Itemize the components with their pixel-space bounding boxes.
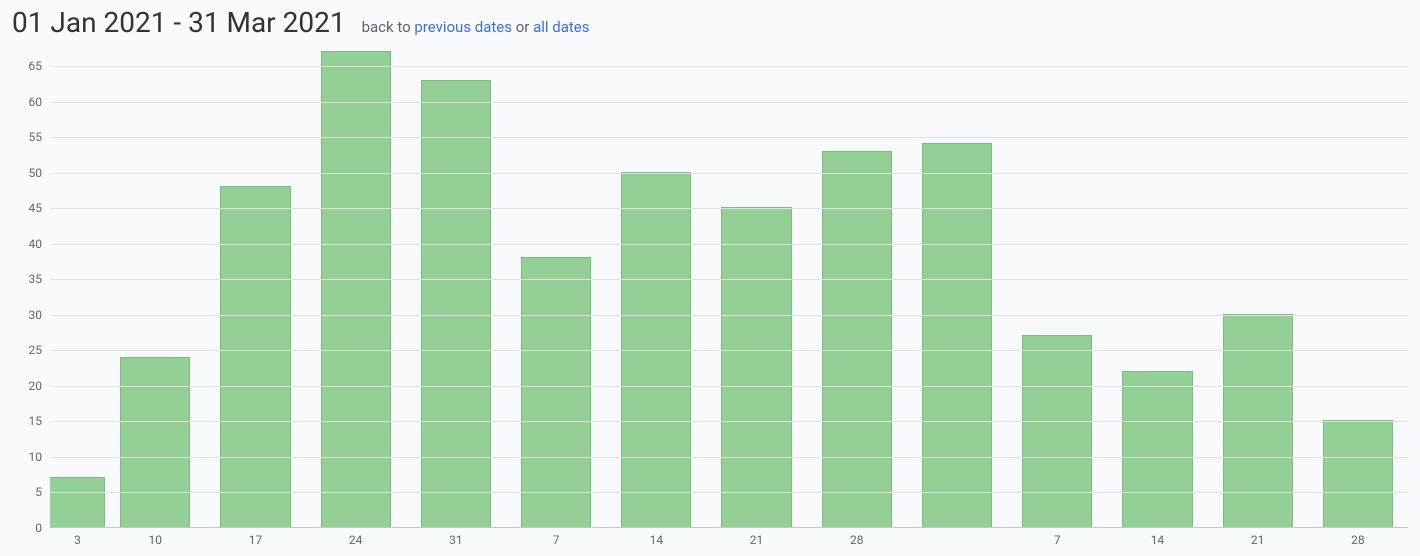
bar-chart: 0 5 10 15 20 25 30 35 40 45 50 55 60 65 3 10 17 24 31 7 14 2… <box>10 45 1410 550</box>
y-tick-label: 5 <box>35 485 42 499</box>
x-tick-label: 14 <box>650 533 664 547</box>
y-tick-label: 60 <box>29 95 43 109</box>
gridline <box>50 137 1408 138</box>
back-text: back to <box>362 18 415 36</box>
y-tick-label: 10 <box>29 450 43 464</box>
x-tick-label: 28 <box>850 533 864 547</box>
date-range-title: 01 Jan 2021 - 31 Mar 2021 <box>12 6 346 39</box>
bar[interactable] <box>120 357 190 527</box>
all-dates-link[interactable]: all dates <box>533 18 589 36</box>
y-tick-label: 35 <box>29 272 43 286</box>
chart-header: 01 Jan 2021 - 31 Mar 2021 back to previo… <box>10 6 1410 39</box>
y-tick-label: 25 <box>29 343 43 357</box>
bar[interactable] <box>1323 420 1393 527</box>
x-tick-label: 31 <box>449 533 463 547</box>
x-axis: 3 10 17 24 31 7 14 21 28 7 14 21 28 <box>50 530 1408 550</box>
previous-dates-link[interactable]: previous dates <box>414 18 512 36</box>
x-tick-label: 7 <box>1054 533 1061 547</box>
y-tick-label: 30 <box>29 308 43 322</box>
y-tick-label: 15 <box>29 414 43 428</box>
x-tick-label: 28 <box>1351 533 1365 547</box>
bar[interactable] <box>822 151 892 527</box>
x-tick-label: 21 <box>1251 533 1265 547</box>
x-tick-label: 3 <box>74 533 81 547</box>
bar[interactable] <box>1022 335 1092 527</box>
y-axis: 0 5 10 15 20 25 30 35 40 45 50 55 60 65 <box>10 45 46 550</box>
bar[interactable] <box>50 477 105 527</box>
bars-container <box>50 45 1408 527</box>
x-tick-label: 14 <box>1151 533 1165 547</box>
bar[interactable] <box>421 80 491 527</box>
y-tick-label: 65 <box>29 59 43 73</box>
x-tick-label: 17 <box>249 533 263 547</box>
y-tick-label: 40 <box>29 237 43 251</box>
x-tick-label: 10 <box>148 533 162 547</box>
x-tick-label: 7 <box>553 533 560 547</box>
gridline <box>50 492 1408 493</box>
gridline <box>50 244 1408 245</box>
x-tick-label: 24 <box>349 533 363 547</box>
gridline <box>50 350 1408 351</box>
gridline <box>50 102 1408 103</box>
y-tick-label: 50 <box>29 166 43 180</box>
bar[interactable] <box>721 207 791 527</box>
y-tick-label: 55 <box>29 130 43 144</box>
bar[interactable] <box>621 172 691 527</box>
bar[interactable] <box>521 257 591 527</box>
plot-area <box>50 45 1408 528</box>
y-tick-label: 45 <box>29 201 43 215</box>
x-tick-label: 21 <box>750 533 764 547</box>
bar[interactable] <box>321 51 391 527</box>
gridline <box>50 421 1408 422</box>
gridline <box>50 66 1408 67</box>
back-links: back to previous dates or all dates <box>362 18 590 36</box>
bar[interactable] <box>220 186 290 527</box>
gridline <box>50 279 1408 280</box>
gridline <box>50 173 1408 174</box>
gridline <box>50 208 1408 209</box>
gridline <box>50 315 1408 316</box>
gridline <box>50 457 1408 458</box>
y-tick-label: 20 <box>29 379 43 393</box>
gridline <box>50 386 1408 387</box>
bar[interactable] <box>1122 371 1192 527</box>
or-text: or <box>512 18 533 36</box>
bar[interactable] <box>922 143 992 527</box>
y-tick-label: 0 <box>35 521 42 535</box>
bar[interactable] <box>1223 314 1293 527</box>
